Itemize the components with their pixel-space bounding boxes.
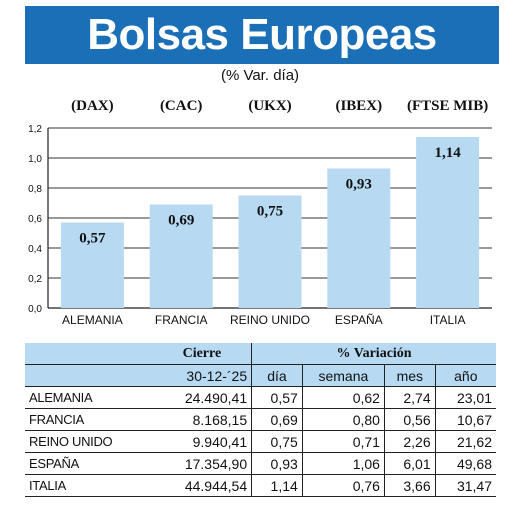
col-header-cierre: 30-12-´25: [152, 364, 252, 387]
row-dia: 0,75: [251, 430, 303, 453]
row-semana: 0,71: [301, 430, 385, 453]
row-cierre: 8.168,15: [152, 408, 252, 431]
bar: [416, 137, 480, 308]
bar: [60, 222, 124, 308]
row-cierre: 24.490,41: [152, 386, 252, 409]
row-semana: 0,80: [301, 408, 385, 431]
row-mes: 2,74: [383, 386, 436, 409]
table-corner-2: [25, 364, 153, 387]
row-cierre: 44.944,54: [152, 474, 252, 497]
col-header-dia: día: [251, 364, 303, 387]
table-row: ESPAÑA 17.354,90 0,93 1,06 6,01 49,68: [25, 452, 496, 475]
col-header-semana: semana: [301, 364, 385, 387]
row-mes: 0,56: [383, 408, 436, 431]
row-semana: 0,62: [301, 386, 385, 409]
index-code-dax: (DAX): [71, 98, 114, 114]
group-header-variacion: % Variación: [251, 343, 496, 365]
chart-subtitle: (% Var. día): [220, 67, 300, 84]
row-ano: 10,67: [434, 408, 496, 431]
x-category-label: ITALIA: [430, 313, 466, 327]
row-name: REINO UNIDO: [25, 430, 153, 453]
bar-value-label: 1,14: [434, 145, 461, 161]
row-mes: 6,01: [383, 452, 436, 475]
table-row: ITALIA 44.944,54 1,14 0,76 3,66 31,47: [25, 474, 496, 497]
table-column-header: 30-12-´25 día semana mes año: [25, 364, 496, 387]
group-header-cierre: Cierre: [152, 343, 252, 365]
table-group-header: Cierre % Variación: [25, 343, 496, 365]
row-name: ITALIA: [25, 474, 153, 497]
bar-value-label: 0,69: [168, 213, 194, 229]
row-mes: 2,26: [383, 430, 436, 453]
row-semana: 0,76: [301, 474, 385, 497]
row-dia: 0,93: [251, 452, 303, 475]
row-name: FRANCIA: [25, 408, 153, 431]
bar: [238, 195, 302, 308]
table-row: ALEMANIA 24.490,41 0,57 0,62 2,74 23,01: [25, 386, 496, 409]
row-ano: 49,68: [434, 452, 496, 475]
bar-value-label: 0,75: [257, 204, 283, 220]
col-header-ano: año: [434, 364, 496, 387]
index-code-ibex: (IBEX): [335, 98, 383, 114]
y-tick-label: 0,2: [28, 274, 42, 285]
market-table: Cierre % Variación 30-12-´25 día semana …: [25, 343, 496, 497]
page-title: Bolsas Europeas: [87, 10, 437, 59]
bar: [149, 204, 213, 308]
x-category-label: ALEMANIA: [62, 313, 123, 327]
index-code-ftsemib: (FTSE MIB): [406, 98, 489, 114]
x-category-label: ESPAÑA: [335, 313, 383, 327]
row-semana: 1,06: [301, 452, 385, 475]
bar: [327, 168, 391, 308]
x-category-label: FRANCIA: [155, 313, 208, 327]
bar-value-label: 0,57: [79, 231, 106, 247]
row-ano: 21,62: [434, 430, 496, 453]
index-code-cac: (CAC): [159, 98, 203, 114]
table-corner: [25, 343, 153, 365]
row-cierre: 9.940,41: [152, 430, 252, 453]
row-dia: 1,14: [251, 474, 303, 497]
index-code-labels: (DAX) (CAC) (UKX) (IBEX) (FTSE MIB): [0, 98, 520, 120]
y-tick-label: 0,4: [28, 244, 42, 255]
table-row: FRANCIA 8.168,15 0,69 0,80 0,56 10,67: [25, 408, 496, 431]
row-ano: 31,47: [434, 474, 496, 497]
row-dia: 0,57: [251, 386, 303, 409]
row-name: ALEMANIA: [25, 386, 153, 409]
row-cierre: 17.354,90: [152, 452, 252, 475]
bar-chart: 0,0 0,2 0,4 0,6 0,8 1,0 1,2 0,57 ALEMANIA 0,69 FRA…: [28, 124, 492, 327]
y-tick-label: 0,8: [28, 184, 42, 195]
index-code-ukx: (UKX): [248, 98, 292, 114]
col-header-mes: mes: [383, 364, 436, 387]
bar-value-label: 0,93: [346, 177, 372, 193]
row-dia: 0,69: [251, 408, 303, 431]
y-tick-label: 0,0: [28, 304, 42, 315]
table-row: REINO UNIDO 9.940,41 0,75 0,71 2,26 21,6…: [25, 430, 496, 453]
row-mes: 3,66: [383, 474, 436, 497]
row-name: ESPAÑA: [25, 452, 153, 475]
y-tick-label: 1,0: [28, 154, 42, 165]
title-banner: Bolsas Europeas: [25, 6, 499, 64]
row-ano: 23,01: [434, 386, 496, 409]
y-tick-label: 1,2: [28, 124, 42, 135]
y-tick-label: 0,6: [28, 214, 42, 225]
x-category-label: REINO UNIDO: [230, 313, 310, 327]
